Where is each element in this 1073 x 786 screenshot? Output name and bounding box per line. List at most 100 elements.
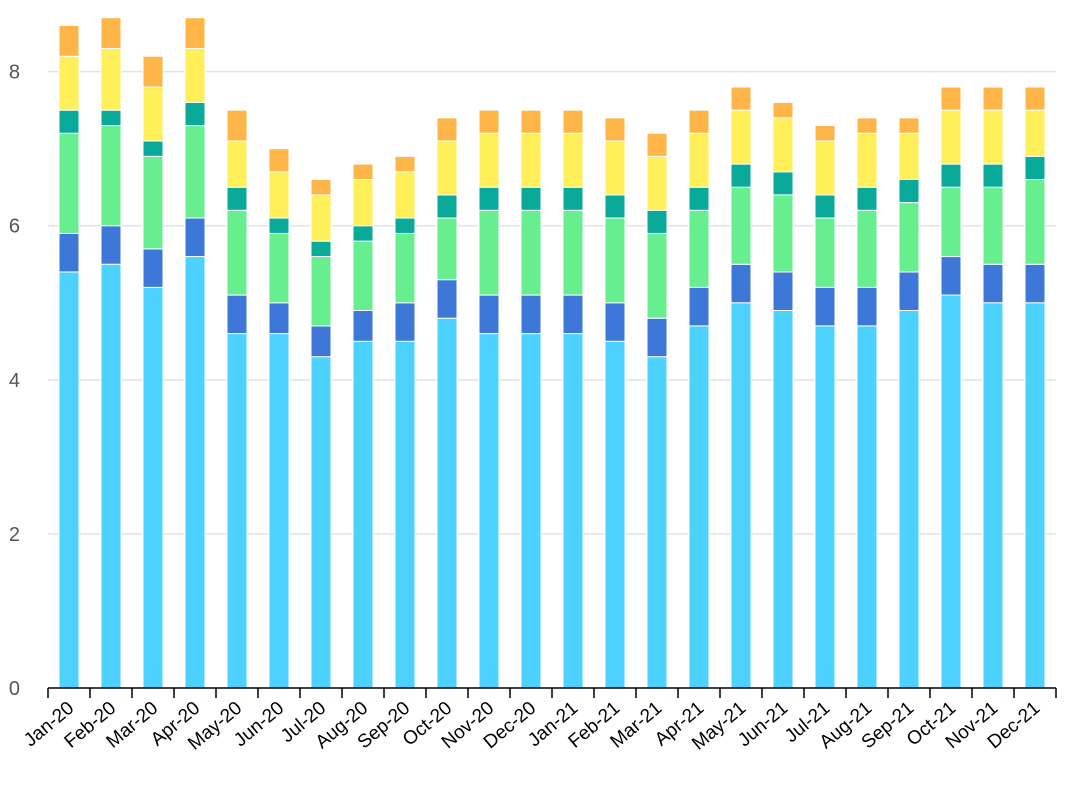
bar-segment-May-20-s4 (226, 140, 248, 188)
bar-segment-Jan-20-s5 (58, 24, 80, 57)
bar-segment-Nov-21-s2 (982, 186, 1004, 265)
bar-segment-Oct-20-s0 (436, 317, 458, 689)
bar-segment-Apr-21-s1 (688, 286, 710, 327)
bar-segment-Jun-21-s1 (772, 271, 794, 311)
bar-segment-Apr-21-s3 (688, 186, 710, 211)
bar-segment-Oct-21-s5 (940, 86, 962, 111)
bar-segment-Jan-20-s1 (58, 232, 80, 273)
bar-segment-Apr-20-s5 (184, 17, 206, 50)
bar-segment-Jun-20-s1 (268, 302, 290, 335)
bar-segment-Dec-21-s3 (1024, 155, 1046, 181)
bar-segment-Feb-21-s1 (604, 302, 626, 342)
bar-segment-Aug-20-s2 (352, 240, 374, 311)
bar-segment-Apr-20-s1 (184, 217, 206, 258)
bar-segment-Dec-20-s0 (520, 333, 542, 689)
bar-segment-Dec-21-s5 (1024, 86, 1046, 111)
bar-segment-Nov-20-s4 (478, 132, 500, 188)
bar-segment-Apr-20-s4 (184, 48, 206, 103)
y-tick-label: 0 (9, 678, 20, 700)
bar-segment-May-20-s1 (226, 294, 248, 335)
bar-segment-Oct-21-s2 (940, 186, 962, 258)
bar-segment-Nov-20-s5 (478, 109, 500, 134)
bar-segment-Apr-21-s5 (688, 109, 710, 134)
bar-segment-Mar-21-s1 (646, 317, 668, 358)
bar-segment-Sep-20-s3 (394, 217, 416, 234)
bar-segment-Dec-21-s2 (1024, 179, 1046, 265)
bar-segment-Apr-21-s2 (688, 209, 710, 288)
bar-segment-Jul-21-s3 (814, 194, 836, 219)
bar-segment-Nov-21-s3 (982, 163, 1004, 188)
bar-segment-Sep-20-s1 (394, 302, 416, 342)
bar-segment-Mar-20-s5 (142, 55, 164, 88)
bar-segment-May-20-s0 (226, 333, 248, 689)
bar-segment-Oct-20-s5 (436, 117, 458, 142)
bar-segment-Dec-21-s0 (1024, 302, 1046, 689)
bar-segment-Jul-21-s1 (814, 286, 836, 327)
bar-segment-Nov-20-s1 (478, 294, 500, 335)
bar-segment-Jan-20-s2 (58, 132, 80, 234)
bar-segment-Dec-20-s1 (520, 294, 542, 335)
bar-segment-Oct-21-s1 (940, 256, 962, 296)
bar-segment-May-21-s1 (730, 263, 752, 304)
bar-segment-Feb-20-s0 (100, 263, 122, 689)
bar-segment-Jul-20-s4 (310, 194, 332, 242)
bar-segment-Aug-20-s4 (352, 179, 374, 227)
y-tick-label: 2 (9, 524, 20, 546)
bar-segment-Feb-20-s2 (100, 125, 122, 227)
bar-segment-Nov-20-s3 (478, 186, 500, 211)
bar-segment-Sep-20-s5 (394, 155, 416, 173)
bar-segment-May-21-s0 (730, 302, 752, 689)
bar-segment-Sep-21-s3 (898, 179, 920, 204)
bar-segment-Aug-21-s5 (856, 117, 878, 134)
bar-segment-Aug-21-s1 (856, 286, 878, 327)
bar-segment-Jul-21-s5 (814, 125, 836, 142)
bar-segment-Sep-20-s0 (394, 340, 416, 689)
bar-segment-Feb-20-s4 (100, 48, 122, 111)
bar-segment-Nov-21-s4 (982, 109, 1004, 165)
bar-segment-Jul-20-s5 (310, 179, 332, 196)
bar-segment-Jul-20-s2 (310, 256, 332, 327)
bar-segment-May-21-s4 (730, 109, 752, 165)
bar-segment-Mar-20-s3 (142, 140, 164, 157)
bar-segment-Mar-21-s0 (646, 356, 668, 689)
bar-segment-Feb-20-s3 (100, 109, 122, 127)
bar-segment-Nov-21-s1 (982, 263, 1004, 304)
bar-segment-Jan-20-s4 (58, 55, 80, 111)
bar-segment-May-20-s2 (226, 209, 248, 296)
bar-segment-Mar-20-s0 (142, 286, 164, 689)
bar-segment-Aug-20-s0 (352, 340, 374, 689)
bar-segment-Sep-21-s5 (898, 117, 920, 134)
bar-segment-Jun-21-s2 (772, 194, 794, 273)
bar-segment-Jul-21-s4 (814, 140, 836, 196)
y-tick-label: 4 (9, 370, 20, 392)
bar-segment-May-21-s3 (730, 163, 752, 188)
bar-segment-Jun-20-s5 (268, 148, 290, 173)
bar-segment-Dec-20-s3 (520, 186, 542, 211)
bar-segment-Dec-20-s4 (520, 132, 542, 188)
bar-segment-Apr-20-s0 (184, 256, 206, 689)
bar-segment-Feb-20-s5 (100, 17, 122, 50)
bar-segment-Oct-21-s4 (940, 109, 962, 165)
bar-segment-Oct-20-s1 (436, 279, 458, 319)
bars (58, 17, 1046, 689)
bar-segment-May-20-s5 (226, 109, 248, 142)
bar-segment-Apr-20-s3 (184, 101, 206, 127)
bar-segment-May-20-s3 (226, 186, 248, 211)
bar-segment-Mar-21-s4 (646, 155, 668, 211)
bar-segment-Mar-20-s2 (142, 155, 164, 250)
bar-segment-Dec-20-s2 (520, 209, 542, 296)
bar-segment-Nov-20-s0 (478, 333, 500, 689)
bar-segment-Mar-20-s4 (142, 86, 164, 142)
bar-segment-Apr-20-s2 (184, 125, 206, 219)
bar-segment-Mar-20-s1 (142, 248, 164, 288)
bar-segment-Sep-20-s2 (394, 232, 416, 304)
bar-segment-Apr-21-s0 (688, 325, 710, 689)
bar-segment-Feb-20-s1 (100, 225, 122, 265)
bar-segment-Dec-21-s4 (1024, 109, 1046, 157)
bar-segment-Oct-20-s2 (436, 217, 458, 281)
bar-segment-Feb-21-s5 (604, 117, 626, 142)
bar-segment-Aug-20-s1 (352, 309, 374, 342)
bar-segment-Sep-21-s2 (898, 202, 920, 273)
bar-segment-Jul-20-s3 (310, 240, 332, 258)
bar-segment-Jun-20-s0 (268, 333, 290, 689)
